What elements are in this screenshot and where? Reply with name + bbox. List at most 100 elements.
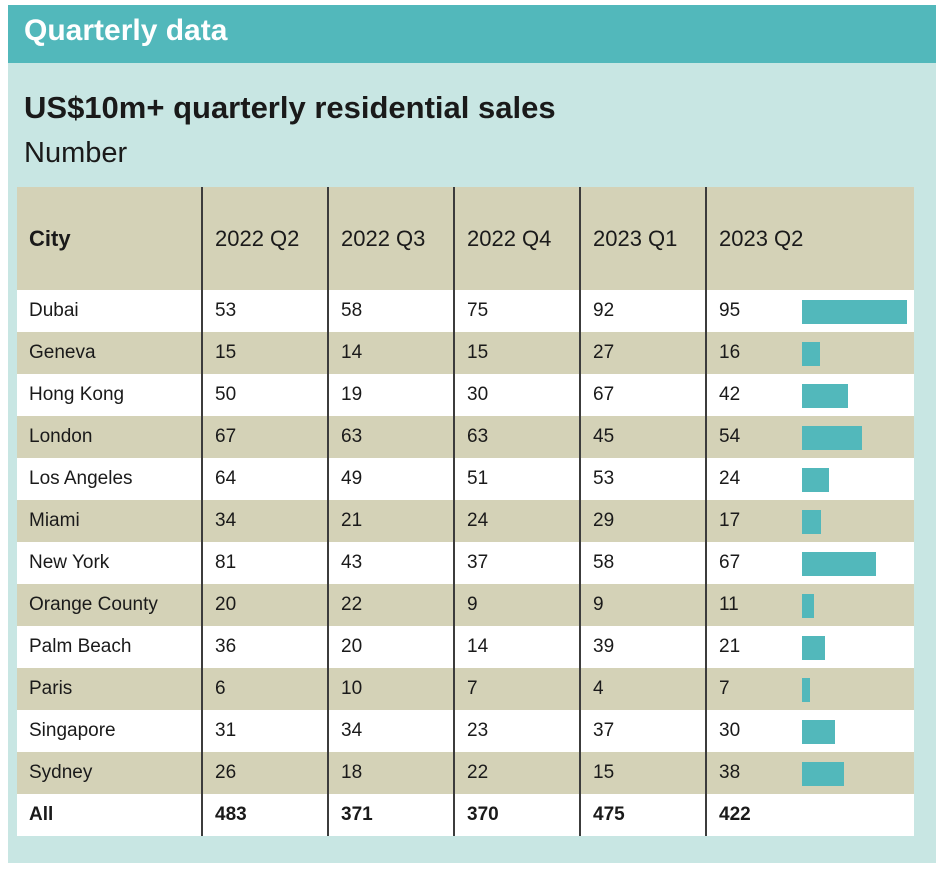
cell-city: Paris	[17, 668, 202, 710]
cell-value: 39	[593, 636, 615, 657]
cell-value: 22	[467, 762, 489, 783]
bar-2023-q2	[802, 300, 907, 324]
cell-value: New York	[29, 552, 110, 573]
cell-2022-q4: 15	[453, 332, 580, 374]
cell-value: 36	[215, 636, 237, 657]
cell-city: Los Angeles	[17, 458, 202, 500]
cell-value: 53	[593, 468, 615, 489]
chart-subtitle: Number	[24, 137, 128, 169]
cell-value: 19	[341, 384, 363, 405]
cell-value: 50	[215, 384, 237, 405]
cell-2023-q2: 16	[705, 332, 914, 374]
cell-value: Palm Beach	[29, 636, 132, 657]
cell-2022-q4: 23	[453, 710, 580, 752]
cell-value: 34	[341, 720, 363, 741]
cell-value: London	[29, 426, 93, 447]
table-header-row: City 2022 Q2 2022 Q3 2022 Q4 2023 Q1 202…	[17, 187, 914, 290]
cell-city: Singapore	[17, 710, 202, 752]
cell-2023-q2: 17	[705, 500, 914, 542]
cell-value: Sydney	[29, 762, 93, 783]
cell-value: 53	[215, 300, 237, 321]
cell-value: 483	[215, 804, 247, 825]
cell-value: 42	[719, 384, 741, 405]
cell-2023-q2: 38	[705, 752, 914, 794]
cell-2022-q2: 483	[201, 794, 328, 836]
cell-2022-q2: 6	[201, 668, 328, 710]
cell-value: Los Angeles	[29, 468, 133, 489]
cell-value: 92	[593, 300, 615, 321]
cell-city: Palm Beach	[17, 626, 202, 668]
cell-value: 67	[593, 384, 615, 405]
bar-2023-q2	[802, 552, 876, 576]
cell-2022-q4: 7	[453, 668, 580, 710]
cell-2022-q4: 9	[453, 584, 580, 626]
cell-value: 64	[215, 468, 237, 489]
cell-2023-q2: 95	[705, 290, 914, 332]
cell-2022-q4: 24	[453, 500, 580, 542]
cell-2022-q3: 43	[327, 542, 454, 584]
cell-value: 29	[593, 510, 615, 531]
cell-value: 75	[467, 300, 489, 321]
cell-city: Dubai	[17, 290, 202, 332]
cell-2023-q2: 24	[705, 458, 914, 500]
cell-2022-q2: 26	[201, 752, 328, 794]
cell-2022-q3: 34	[327, 710, 454, 752]
cell-value: Geneva	[29, 342, 96, 363]
cell-value: 21	[719, 636, 741, 657]
cell-value: 45	[593, 426, 615, 447]
cell-value: 7	[719, 678, 730, 699]
cell-value: 370	[467, 804, 499, 825]
bar-2023-q2	[802, 426, 862, 450]
cell-2022-q4: 370	[453, 794, 580, 836]
cell-value: 49	[341, 468, 363, 489]
cell-2022-q3: 21	[327, 500, 454, 542]
column-header-2022-q4: 2022 Q4	[453, 187, 580, 290]
column-header-2022-q3: 2022 Q3	[327, 187, 454, 290]
cell-2022-q3: 19	[327, 374, 454, 416]
cell-city: Sydney	[17, 752, 202, 794]
cell-2023-q1: 27	[579, 332, 706, 374]
bar-2023-q2	[802, 594, 814, 618]
cell-2023-q1: 29	[579, 500, 706, 542]
cell-2023-q2: 11	[705, 584, 914, 626]
table-row: Geneva 15 14 15 27 16	[17, 332, 914, 374]
cell-2022-q2: 15	[201, 332, 328, 374]
cell-value: 26	[215, 762, 237, 783]
cell-value: 9	[593, 594, 604, 615]
cell-2022-q4: 22	[453, 752, 580, 794]
cell-value: 15	[593, 762, 615, 783]
cell-2022-q3: 58	[327, 290, 454, 332]
table-row: Miami 34 21 24 29 17	[17, 500, 914, 542]
cell-2022-q2: 31	[201, 710, 328, 752]
column-header-2023-q1: 2023 Q1	[579, 187, 706, 290]
sales-table: City 2022 Q2 2022 Q3 2022 Q4 2023 Q1 202…	[17, 187, 914, 836]
chart-title: US$10m+ quarterly residential sales	[24, 90, 556, 125]
cell-city: All	[17, 794, 202, 836]
cell-value: 20	[215, 594, 237, 615]
header-title: Quarterly data	[24, 14, 228, 47]
cell-value: 51	[467, 468, 489, 489]
table-row: Singapore 31 34 23 37 30	[17, 710, 914, 752]
cell-2022-q4: 30	[453, 374, 580, 416]
cell-value: Singapore	[29, 720, 116, 741]
cell-2022-q4: 37	[453, 542, 580, 584]
table-row: Los Angeles 64 49 51 53 24	[17, 458, 914, 500]
table-row: Dubai 53 58 75 92 95	[17, 290, 914, 332]
cell-value: Paris	[29, 678, 73, 699]
table-body: Dubai 53 58 75 92 95 Geneva 15 14 15 27 16 Hong Kong…	[17, 290, 914, 836]
cell-value: 17	[719, 510, 741, 531]
cell-2023-q2: 21	[705, 626, 914, 668]
cell-2023-q1: 67	[579, 374, 706, 416]
cell-2022-q2: 36	[201, 626, 328, 668]
header-bar: Quarterly data	[8, 5, 936, 63]
table-row: Hong Kong 50 19 30 67 42	[17, 374, 914, 416]
cell-value: 43	[341, 552, 363, 573]
cell-2023-q1: 15	[579, 752, 706, 794]
cell-city: Miami	[17, 500, 202, 542]
cell-city: New York	[17, 542, 202, 584]
cell-value: 15	[467, 342, 489, 363]
cell-value: 15	[215, 342, 237, 363]
bar-2023-q2	[802, 342, 820, 366]
cell-value: 58	[341, 300, 363, 321]
cell-city: Geneva	[17, 332, 202, 374]
